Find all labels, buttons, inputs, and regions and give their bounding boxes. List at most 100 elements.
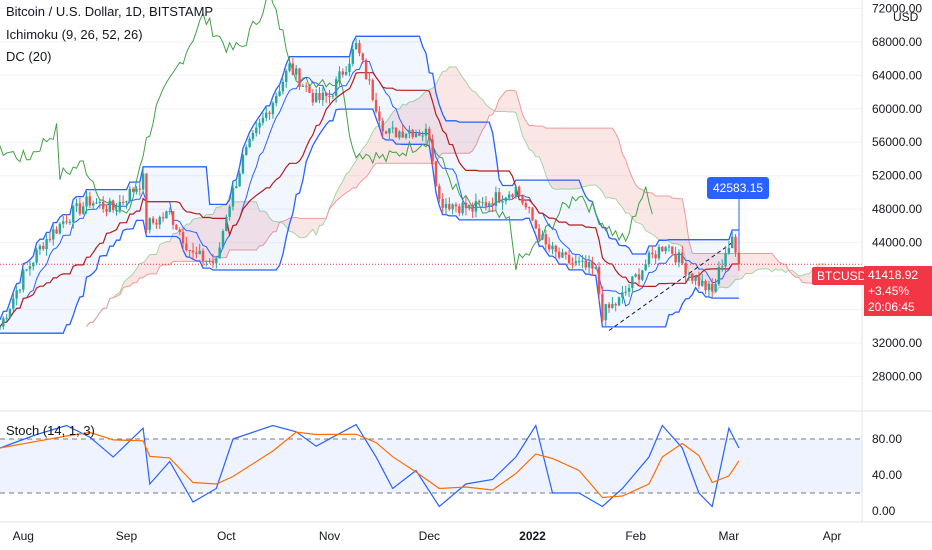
candle-body (85, 196, 88, 207)
candle-body (235, 186, 238, 188)
candle-body (158, 217, 161, 225)
candle-body (651, 252, 654, 255)
candle-body (318, 93, 321, 101)
candle-body (577, 261, 581, 263)
candle-body (378, 111, 381, 121)
candle-body (484, 202, 488, 207)
candle-body (58, 223, 62, 234)
stoch-tick-label: 0.00 (872, 504, 896, 518)
candle-body (517, 186, 521, 196)
candle-body (255, 127, 258, 134)
candle-body (544, 234, 548, 245)
candle-body (211, 261, 215, 264)
dc-legend[interactable]: DC (20) (6, 49, 52, 64)
candle-body (394, 127, 398, 138)
tenkan-sen (0, 60, 739, 327)
candle-body (218, 247, 221, 259)
grid-lines (0, 7, 862, 378)
candle-body (657, 246, 661, 259)
stoch-lines (0, 423, 740, 508)
candle-body (654, 254, 657, 259)
candle-body (91, 203, 95, 206)
candle-body (198, 250, 201, 255)
candle-body (381, 120, 384, 132)
candle-body (78, 203, 82, 214)
candle-body (8, 308, 12, 318)
candle-body (138, 188, 141, 190)
candle-body (474, 201, 478, 212)
candle-body (188, 250, 191, 252)
stoch-k-line (0, 423, 740, 508)
stoch-legend[interactable]: Stoch (14, 1, 3) (6, 423, 95, 438)
candle-body (111, 200, 115, 211)
candle-body (261, 117, 265, 123)
candle-body (205, 260, 208, 262)
candle-body (115, 209, 118, 211)
candle-body (75, 203, 78, 207)
stoch-tick-label: 40.00 (872, 468, 902, 482)
candle-body (371, 80, 374, 100)
candle-body (687, 273, 691, 275)
candle-body (534, 220, 538, 229)
candle-body (32, 262, 35, 267)
candle-body (291, 63, 295, 75)
candle-body (55, 229, 58, 234)
candle-body (145, 173, 148, 230)
candle-body (587, 262, 591, 268)
candle-body (101, 201, 105, 209)
candle-body (664, 247, 667, 252)
donchian-channel (0, 35, 739, 334)
ichimoku-legend[interactable]: Ichimoku (9, 26, 52, 26) (6, 27, 143, 42)
candle-body (304, 85, 308, 87)
candle-body (631, 276, 634, 288)
stoch-tick-label: 80.00 (872, 432, 902, 446)
candle-body (441, 198, 444, 208)
candle-body (411, 129, 414, 137)
candle-body (135, 188, 138, 192)
time-tick-label: Sep (116, 529, 138, 543)
price-tick-label: 60000.00 (872, 102, 922, 116)
candle-body (604, 304, 607, 321)
candle-body (557, 251, 561, 258)
candle-body (161, 217, 165, 219)
candle-body (461, 202, 464, 214)
candle-body (298, 68, 301, 87)
candle-body (215, 258, 218, 264)
candle-body (185, 243, 188, 251)
candle-body (714, 283, 717, 292)
candle-body (108, 200, 112, 212)
candle-body (621, 292, 624, 298)
candle-body (438, 186, 441, 199)
candle-body (398, 131, 401, 138)
time-tick-label: 2022 (519, 529, 546, 543)
candle-body (428, 128, 431, 140)
candle-body (368, 79, 371, 81)
chart-title: Bitcoin / U.S. Dollar, 1D, BITSTAMP (6, 4, 214, 19)
candle-body (25, 269, 28, 271)
candles (0, 38, 741, 331)
candle-body (671, 246, 674, 254)
candle-body (384, 131, 388, 134)
candle-body (478, 201, 481, 203)
candle-body (634, 274, 637, 277)
candle-body (424, 128, 428, 136)
candle-body (691, 273, 694, 281)
candle-body (208, 260, 211, 262)
candle-body (15, 290, 18, 299)
candle-body (451, 204, 454, 210)
candle-body (314, 93, 318, 103)
last-price: 41418.92 (868, 268, 919, 282)
price-tick-label: 56000.00 (872, 135, 922, 149)
chikou-span (0, 0, 653, 271)
candle-body (0, 326, 2, 328)
candle-body (328, 95, 331, 97)
candle-body (52, 229, 55, 240)
price-tick-label: 32000.00 (872, 336, 922, 350)
candle-body (65, 221, 68, 223)
candle-body (348, 63, 351, 73)
candle-body (594, 266, 597, 269)
candle-body (191, 250, 195, 253)
candle-body (511, 194, 514, 197)
candle-body (504, 197, 508, 202)
